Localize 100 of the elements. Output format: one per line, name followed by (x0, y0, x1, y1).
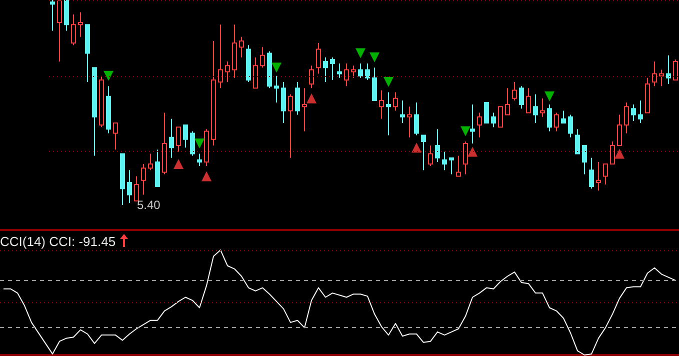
point (272, 62, 282, 73)
candlestick (512, 82, 517, 101)
point (468, 146, 478, 157)
candlestick (519, 86, 524, 110)
candlestick (449, 157, 454, 175)
candlestick (281, 82, 286, 124)
point (202, 171, 212, 182)
candlestick (533, 94, 538, 124)
candlestick (631, 104, 636, 122)
candlestick (204, 128, 209, 167)
candlestick (218, 24, 223, 89)
candlestick (484, 102, 489, 124)
candlestick (421, 134, 426, 171)
candlestick (582, 145, 587, 175)
candlestick (71, 14, 76, 46)
candlestick (659, 69, 664, 87)
candlestick (491, 112, 496, 128)
candlestick (386, 92, 391, 136)
candlestick (456, 155, 461, 177)
candlestick (365, 63, 370, 80)
candlestick (162, 112, 167, 175)
candlestick (337, 63, 342, 78)
point (544, 91, 554, 102)
candlestick (197, 153, 202, 167)
candlestick (379, 90, 384, 120)
candlestick (64, 0, 69, 32)
candlestick (253, 56, 258, 89)
candlestick (554, 112, 559, 132)
candlestick (134, 176, 139, 202)
candlestick (141, 164, 146, 196)
candlestick (113, 122, 118, 150)
point (384, 77, 394, 87)
candlestick (442, 151, 447, 171)
candlestick (316, 42, 321, 74)
candlestick (232, 24, 237, 78)
candlestick (148, 153, 153, 171)
candlestick (666, 54, 671, 85)
point (370, 52, 380, 62)
candlestick (267, 50, 272, 89)
candlestick (540, 98, 545, 118)
candlestick (92, 67, 97, 156)
candlestick (617, 114, 622, 146)
candlestick (274, 75, 279, 103)
candlestick (106, 86, 111, 134)
candlestick (575, 128, 580, 154)
candlestick (288, 94, 293, 158)
candlestick (169, 118, 174, 158)
point (614, 148, 624, 159)
candlestick (239, 36, 244, 58)
point (306, 93, 316, 104)
point (356, 48, 366, 58)
point (412, 142, 422, 153)
candlestick (505, 88, 510, 116)
candlestick (400, 100, 405, 124)
candlestick (155, 149, 160, 188)
candlestick (260, 46, 265, 68)
candlestick (211, 40, 216, 146)
candlestick (120, 153, 125, 206)
point (460, 126, 470, 136)
candlestick (498, 106, 503, 128)
candlestick (246, 44, 251, 82)
candlestick (477, 112, 482, 138)
candlestick (407, 106, 412, 138)
candlestick (589, 157, 594, 190)
candlestick (190, 130, 195, 156)
candlestick (351, 65, 356, 78)
candlestick (78, 12, 83, 38)
candlestick (470, 104, 475, 144)
candlestick (50, 0, 55, 32)
candlestick (323, 56, 328, 82)
candlestick (652, 61, 657, 87)
candlestick (295, 82, 300, 116)
point (174, 159, 184, 169)
candlestick (603, 164, 608, 185)
candlestick (99, 75, 104, 128)
candlestick (309, 65, 314, 89)
candlestick (225, 61, 230, 82)
candlestick (372, 67, 377, 101)
candlestick (596, 161, 601, 192)
candlestick (183, 124, 188, 148)
candlestick (393, 92, 398, 112)
candlestick (176, 126, 181, 152)
candlestick (638, 100, 643, 124)
chart-title: CCI(14) CCI: -91.45 (0, 234, 116, 249)
point (104, 70, 114, 81)
candlestick (673, 58, 678, 80)
candlestick (330, 56, 335, 80)
annotation: 5.40 (137, 198, 161, 212)
candlestick (547, 104, 552, 132)
candlestick (645, 77, 650, 114)
candlestick (85, 24, 90, 82)
candlestick (561, 110, 566, 124)
candlestick (57, 0, 62, 62)
candlestick (414, 102, 419, 136)
point (194, 138, 204, 148)
candlestick (526, 88, 531, 114)
candlestick (435, 128, 440, 162)
candlestick (344, 63, 349, 87)
candlestick (358, 63, 363, 78)
candlestick (428, 145, 433, 167)
